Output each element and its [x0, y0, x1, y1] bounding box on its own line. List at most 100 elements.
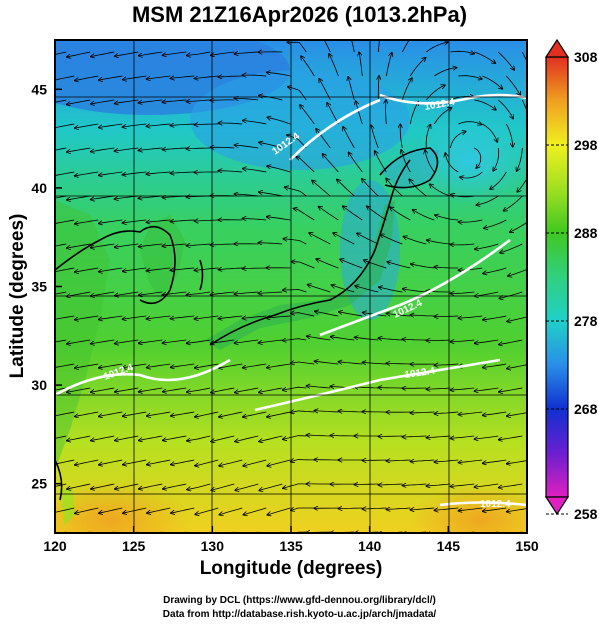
- streamline-arrow: [219, 411, 243, 417]
- colorbar-tick-label: 268: [574, 401, 598, 417]
- streamline-arrow: [146, 124, 171, 126]
- streamline-arrow: [235, 339, 259, 343]
- streamline-arrow: [450, 340, 475, 342]
- streamline-arrow: [386, 100, 387, 125]
- streamline-arrow: [139, 435, 163, 440]
- streamline-arrow: [67, 195, 91, 200]
- streamline-arrow: [306, 435, 331, 436]
- colorbar-tick-label: 258: [574, 506, 598, 522]
- streamline-arrow: [413, 210, 435, 221]
- streamline-arrow: [315, 361, 339, 365]
- streamline-arrow: [75, 315, 99, 320]
- streamline-arrow: [91, 243, 115, 248]
- streamline-arrow: [410, 460, 435, 462]
- streamline-arrow: [474, 99, 496, 110]
- streamline-arrow: [234, 194, 259, 196]
- streamline-arrow: [91, 291, 115, 296]
- streamline-arrow: [195, 459, 219, 466]
- streamline-arrow: [348, 77, 355, 101]
- streamline-arrow: [99, 123, 123, 128]
- streamline-arrow: [331, 285, 355, 293]
- streamline-arrow: [343, 127, 355, 149]
- streamline-arrow: [139, 243, 163, 247]
- streamline-arrow: [162, 244, 187, 246]
- streamline-arrow: [55, 315, 75, 320]
- streamline-arrow: [55, 339, 67, 343]
- streamline-arrow: [459, 507, 483, 511]
- streamline-arrow: [99, 459, 123, 465]
- streamline-arrow: [401, 150, 411, 173]
- streamline-arrow: [139, 99, 163, 103]
- land-china-coast: [55, 200, 110, 470]
- streamline-arrow: [427, 240, 451, 245]
- contour-line: [55, 358, 231, 397]
- colorbar: 308 298 288 278 268 258: [544, 38, 598, 522]
- streamline-arrow: [434, 460, 459, 462]
- y-tick-label: 25: [31, 476, 47, 492]
- streamline-arrow: [475, 483, 499, 487]
- colorbar-tick-label: 278: [574, 313, 598, 329]
- streamline-arrow: [123, 507, 147, 513]
- streamline-arrow: [267, 507, 291, 515]
- streamline-arrow: [194, 267, 219, 270]
- streamline-arrow: [482, 123, 497, 142]
- streamline-arrow: [362, 508, 387, 509]
- streamline-arrow: [163, 387, 187, 392]
- streamline-arrow: [357, 233, 379, 245]
- streamline-arrow: [386, 508, 411, 509]
- streamline-arrow: [309, 233, 331, 245]
- x-tick-label: 120: [43, 538, 67, 554]
- streamline-arrow: [55, 507, 75, 513]
- streamline-arrow: [75, 267, 99, 272]
- streamline-arrow: [67, 99, 91, 104]
- streamline-arrow: [493, 147, 500, 171]
- streamline-arrow: [187, 435, 211, 441]
- streamline-arrow: [67, 435, 91, 441]
- streamline-arrow: [210, 244, 235, 245]
- streamline-arrow: [475, 387, 499, 391]
- streamline-arrow: [433, 108, 451, 125]
- streamline-arrow: [55, 411, 75, 417]
- x-axis-ticks: 120 125 130 135 140 145 150: [43, 526, 539, 554]
- streamline-arrow: [55, 363, 75, 368]
- x-tick-label: 150: [515, 538, 539, 554]
- streamline-arrow: [410, 508, 435, 510]
- streamline-arrow: [283, 290, 307, 293]
- streamline-arrow: [267, 459, 291, 466]
- streamline-arrow: [146, 172, 171, 174]
- streamline-arrow: [349, 152, 363, 173]
- streamline-arrow: [55, 243, 67, 247]
- streamline-arrow: [426, 484, 451, 486]
- streamline-arrow: [401, 40, 410, 53]
- contour-label: 1012.4: [424, 97, 456, 113]
- streamline-arrow: [123, 75, 147, 80]
- streamline-arrow: [267, 117, 291, 125]
- streamline-arrow: [267, 411, 291, 417]
- streamline-arrow: [259, 483, 283, 490]
- streamline-arrow: [484, 219, 507, 228]
- y-axis-label: Latitude (degrees): [7, 213, 28, 379]
- coastlines: [55, 147, 439, 501]
- contour-line: [254, 358, 501, 412]
- streamline-arrow: [378, 338, 403, 340]
- streamline-arrow: [242, 268, 267, 269]
- streamline-arrow: [387, 314, 411, 317]
- streamline-arrow: [426, 42, 448, 53]
- streamline-arrow: [307, 336, 331, 341]
- streamline-arrow: [411, 264, 435, 269]
- streamline-arrow: [331, 337, 355, 341]
- streamline-arrow: [195, 363, 219, 368]
- streamline-arrow: [385, 53, 392, 77]
- streamline-arrow: [338, 362, 363, 364]
- streamline-arrow: [75, 75, 99, 81]
- streamline-arrow: [194, 220, 219, 221]
- streamline-arrow: [171, 76, 195, 78]
- streamline-arrow: [402, 339, 427, 340]
- land-taiwan: [60, 488, 75, 525]
- colorbar-top-arrow: [544, 38, 570, 58]
- streamline-arrow: [147, 507, 171, 513]
- streamline-arrow: [67, 147, 91, 152]
- streamline-arrow: [187, 291, 211, 295]
- streamline-arrow: [330, 435, 355, 436]
- streamline-arrow: [410, 315, 435, 316]
